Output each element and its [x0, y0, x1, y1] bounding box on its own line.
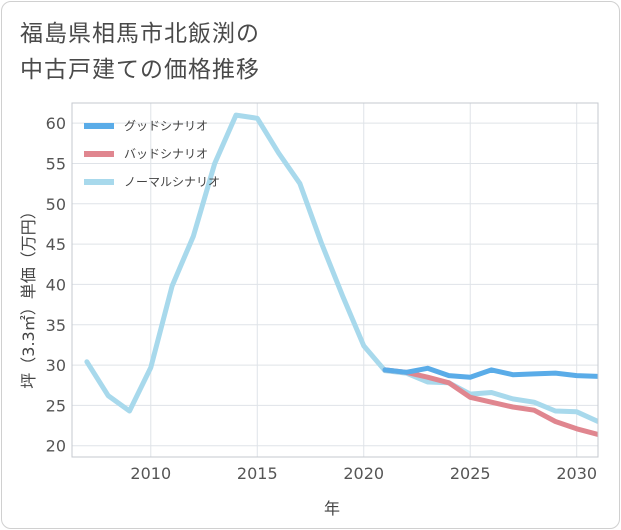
y-tick-label: 35 — [46, 316, 66, 335]
y-tick-label: 45 — [46, 235, 66, 254]
series-line-2 — [84, 112, 598, 424]
y-tick-label: 60 — [46, 114, 66, 133]
legend-label: ノーマルシナリオ — [124, 175, 220, 189]
y-tick-label: 20 — [46, 437, 66, 456]
plot-frame — [71, 102, 599, 458]
x-tick-label: 2025 — [450, 464, 491, 483]
chart-title: 福島県相馬市北飯渕の 中古戸建ての価格推移 — [20, 16, 260, 88]
chart-title-line1: 福島県相馬市北飯渕の — [20, 21, 260, 47]
legend-label: バッドシナリオ — [124, 147, 208, 161]
y-tick-label: 40 — [46, 275, 66, 294]
x-tick-label: 2010 — [130, 464, 171, 483]
y-tick-label: 30 — [46, 356, 66, 375]
y-axis-label: 坪（3.3㎡）単価（万円） — [19, 203, 38, 388]
series-line-0 — [382, 365, 598, 380]
series-lines — [84, 112, 598, 437]
legend-label: グッドシナリオ — [124, 119, 208, 133]
x-axis-ticks: 2010 2015 2020 2025 2030 — [130, 464, 597, 483]
y-tick-label: 25 — [46, 396, 66, 415]
y-axis-ticks: 20 25 30 35 40 45 50 55 60 — [46, 114, 66, 456]
y-tick-label: 55 — [46, 154, 66, 173]
x-axis-label: 年 — [324, 499, 340, 518]
chart-title-line2: 中古戸建ての価格推移 — [20, 57, 260, 83]
y-tick-label: 50 — [46, 195, 66, 214]
x-tick-label: 2030 — [556, 464, 597, 483]
x-tick-label: 2020 — [343, 464, 384, 483]
series-line-1 — [382, 367, 598, 437]
x-tick-label: 2015 — [237, 464, 278, 483]
